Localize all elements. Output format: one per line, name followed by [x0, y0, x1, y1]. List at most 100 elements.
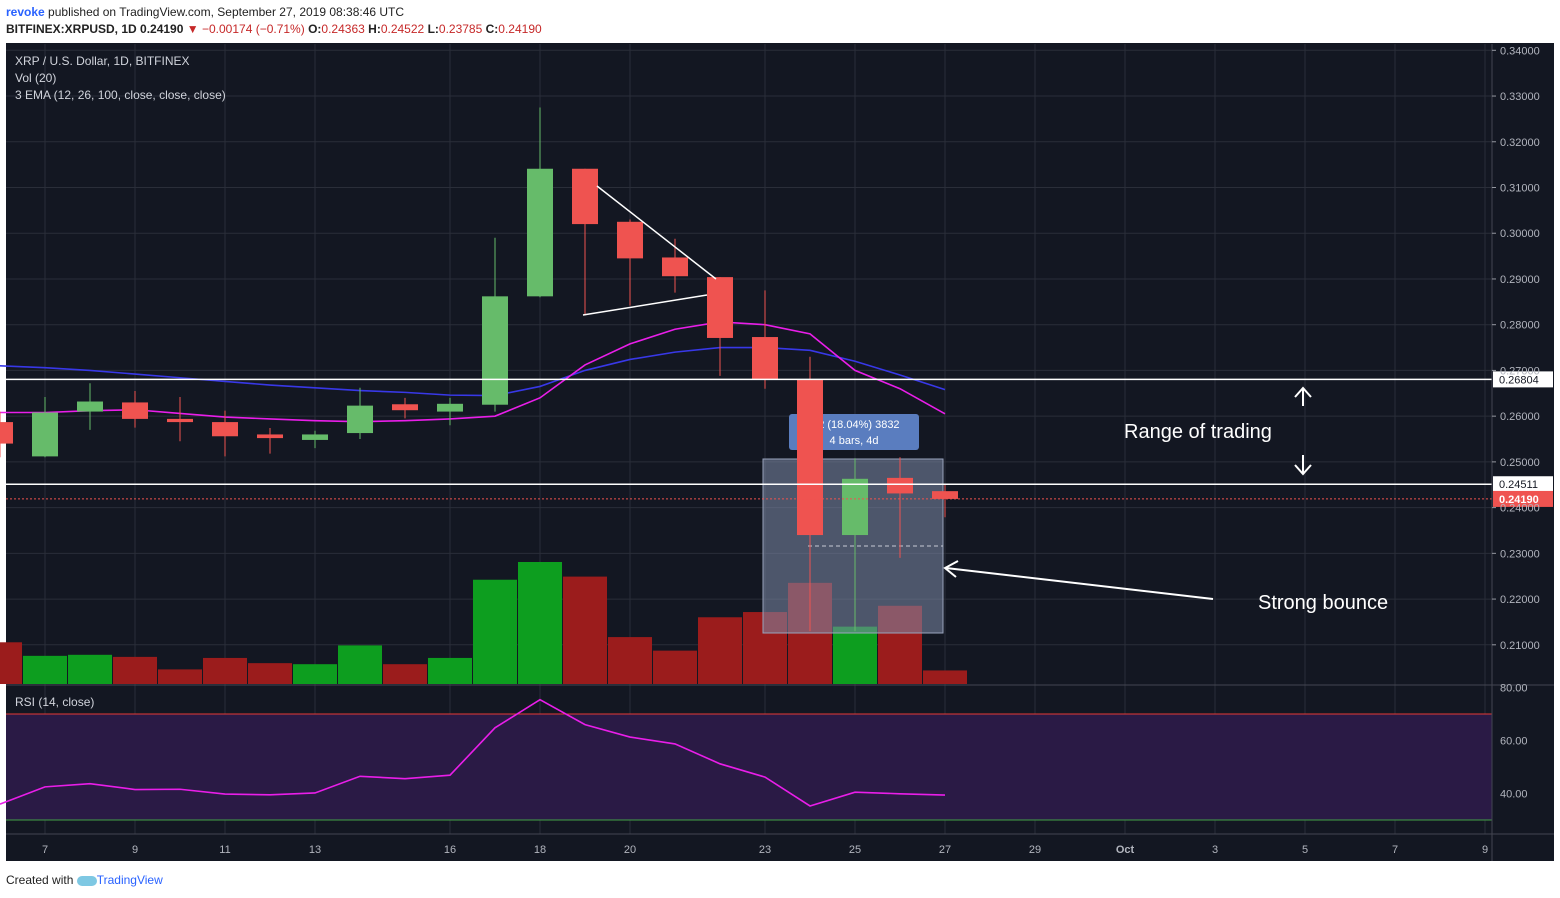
time-tick-label: 11 — [219, 844, 230, 856]
grid — [6, 44, 1492, 834]
price-change: ▼ −0.00174 (−0.71%) — [186, 22, 305, 36]
volume-bar — [248, 663, 292, 684]
candle-body — [302, 434, 328, 440]
up-arrow-head-icon — [1294, 386, 1312, 398]
bounce-arrow-head-icon — [943, 560, 959, 578]
measure-label-line1: ·32 (18.04%) 3832 — [808, 419, 899, 431]
time-tick-label: 27 — [939, 844, 951, 856]
candle-body — [437, 403, 463, 412]
measure-label-line2: 4 bars, 4d — [830, 435, 879, 447]
price-tick-label: 0.27000 — [1500, 365, 1540, 377]
candle-body — [932, 491, 958, 499]
rsi-line — [0, 698, 946, 807]
annotations[interactable]: Range of trading Strong bounce — [582, 185, 1388, 614]
candle-body — [842, 478, 868, 536]
time-tick-label: 25 — [849, 844, 861, 856]
price-tick-label: 0.31000 — [1500, 183, 1540, 195]
time-tick-label: 9 — [132, 844, 138, 856]
last-price-tag-box — [1493, 490, 1553, 507]
volume-bar — [518, 562, 562, 684]
tradingview-logo-icon — [76, 875, 97, 886]
rsi-tick-label: 80.00 — [1500, 683, 1528, 695]
open-label: O: — [308, 22, 322, 36]
bounce-label: Strong bounce — [1258, 592, 1388, 614]
volume-bar — [833, 626, 877, 684]
time-tick-label: 7 — [42, 844, 48, 856]
symbol-name: BITFINEX:XRPUSD, 1D — [6, 22, 137, 36]
candle-body — [0, 422, 13, 444]
high-label: H: — [368, 22, 381, 36]
rsi-band — [6, 714, 1492, 820]
time-tick-label: 9 — [1482, 844, 1488, 856]
volume-bar — [68, 654, 112, 684]
footer: Created with TradingView — [6, 873, 163, 887]
volume-bar — [338, 645, 382, 684]
symbol-bar: BITFINEX:XRPUSD, 1D 0.24190 ▼ −0.00174 (… — [6, 22, 542, 36]
time-tick-label: 13 — [309, 844, 321, 856]
time-tick-label: 20 — [624, 844, 636, 856]
volume-bar — [698, 617, 742, 684]
time-tick-label: 16 — [444, 844, 456, 856]
high-value: 0.24522 — [380, 22, 425, 36]
rsi-tick-label: 40.00 — [1500, 789, 1528, 801]
volume-bar — [23, 655, 67, 684]
time-tick-label: 5 — [1302, 844, 1308, 856]
ema-lines — [0, 321, 946, 423]
volume-bar — [653, 650, 697, 684]
price-tag: 0.24511 — [1499, 479, 1538, 491]
time-tick-label: 3 — [1212, 844, 1218, 856]
author-name[interactable]: revoke — [6, 5, 45, 19]
candle-body — [707, 277, 733, 338]
candle-body — [482, 296, 508, 405]
volume-bar — [158, 669, 202, 684]
price-tick-label: 0.22000 — [1500, 594, 1540, 606]
trendline-lower — [582, 294, 708, 316]
candle-body — [572, 168, 598, 225]
time-tick-label: 23 — [759, 844, 771, 856]
price-tick-label: 0.28000 — [1500, 320, 1540, 332]
price-tick-label: 0.23000 — [1500, 548, 1540, 560]
price-tick-label: 0.30000 — [1500, 228, 1540, 240]
candle-body — [527, 168, 553, 297]
candle-body — [617, 221, 643, 259]
volume-bar — [293, 664, 337, 684]
ema-26-line — [0, 346, 946, 397]
trendline-upper — [596, 185, 717, 280]
close-value: 0.24190 — [498, 22, 542, 36]
price-tick-label: 0.33000 — [1500, 91, 1540, 103]
candle-body — [167, 418, 193, 423]
price-tick-label: 0.25000 — [1500, 457, 1540, 469]
price-tag-box — [1493, 371, 1553, 388]
volume-bar — [473, 579, 517, 684]
candle-body — [887, 477, 913, 494]
volume-bar — [203, 657, 247, 684]
price-tick-label: 0.29000 — [1500, 274, 1540, 286]
low-label: L: — [427, 22, 439, 36]
time-tick-label: 7 — [1392, 844, 1398, 856]
time-tick-label: 29 — [1029, 844, 1041, 856]
volume-bar — [608, 637, 652, 684]
open-value: 0.24363 — [321, 22, 365, 36]
volume-bar — [383, 664, 427, 684]
volume-bar — [113, 656, 157, 684]
legend-title: XRP / U.S. Dollar, 1D, BITFINEX — [15, 54, 190, 68]
candle-body — [347, 405, 373, 434]
close-label: C: — [485, 22, 499, 36]
candle-body — [797, 379, 823, 536]
candle-body — [32, 412, 58, 457]
horizontal-lines[interactable]: 0.26804 0.24511 0.24190 — [6, 371, 1553, 507]
low-value: 0.23785 — [438, 22, 483, 36]
candle-body — [752, 337, 778, 380]
legend-volume: Vol (20) — [15, 71, 56, 85]
rsi-pane — [0, 684, 1554, 821]
publish-text: published on TradingView.com, September … — [48, 5, 405, 19]
candle-body — [77, 401, 103, 412]
last-price: 0.24190 — [140, 22, 184, 36]
footer-brand[interactable]: TradingView — [96, 873, 163, 887]
price-tick-label: 0.24000 — [1500, 503, 1540, 515]
volume-bar — [923, 670, 967, 684]
legend-ema: 3 EMA (12, 26, 100, close, close, close) — [15, 88, 226, 102]
time-tick-label: 18 — [534, 844, 546, 856]
candles[interactable] — [0, 107, 958, 632]
